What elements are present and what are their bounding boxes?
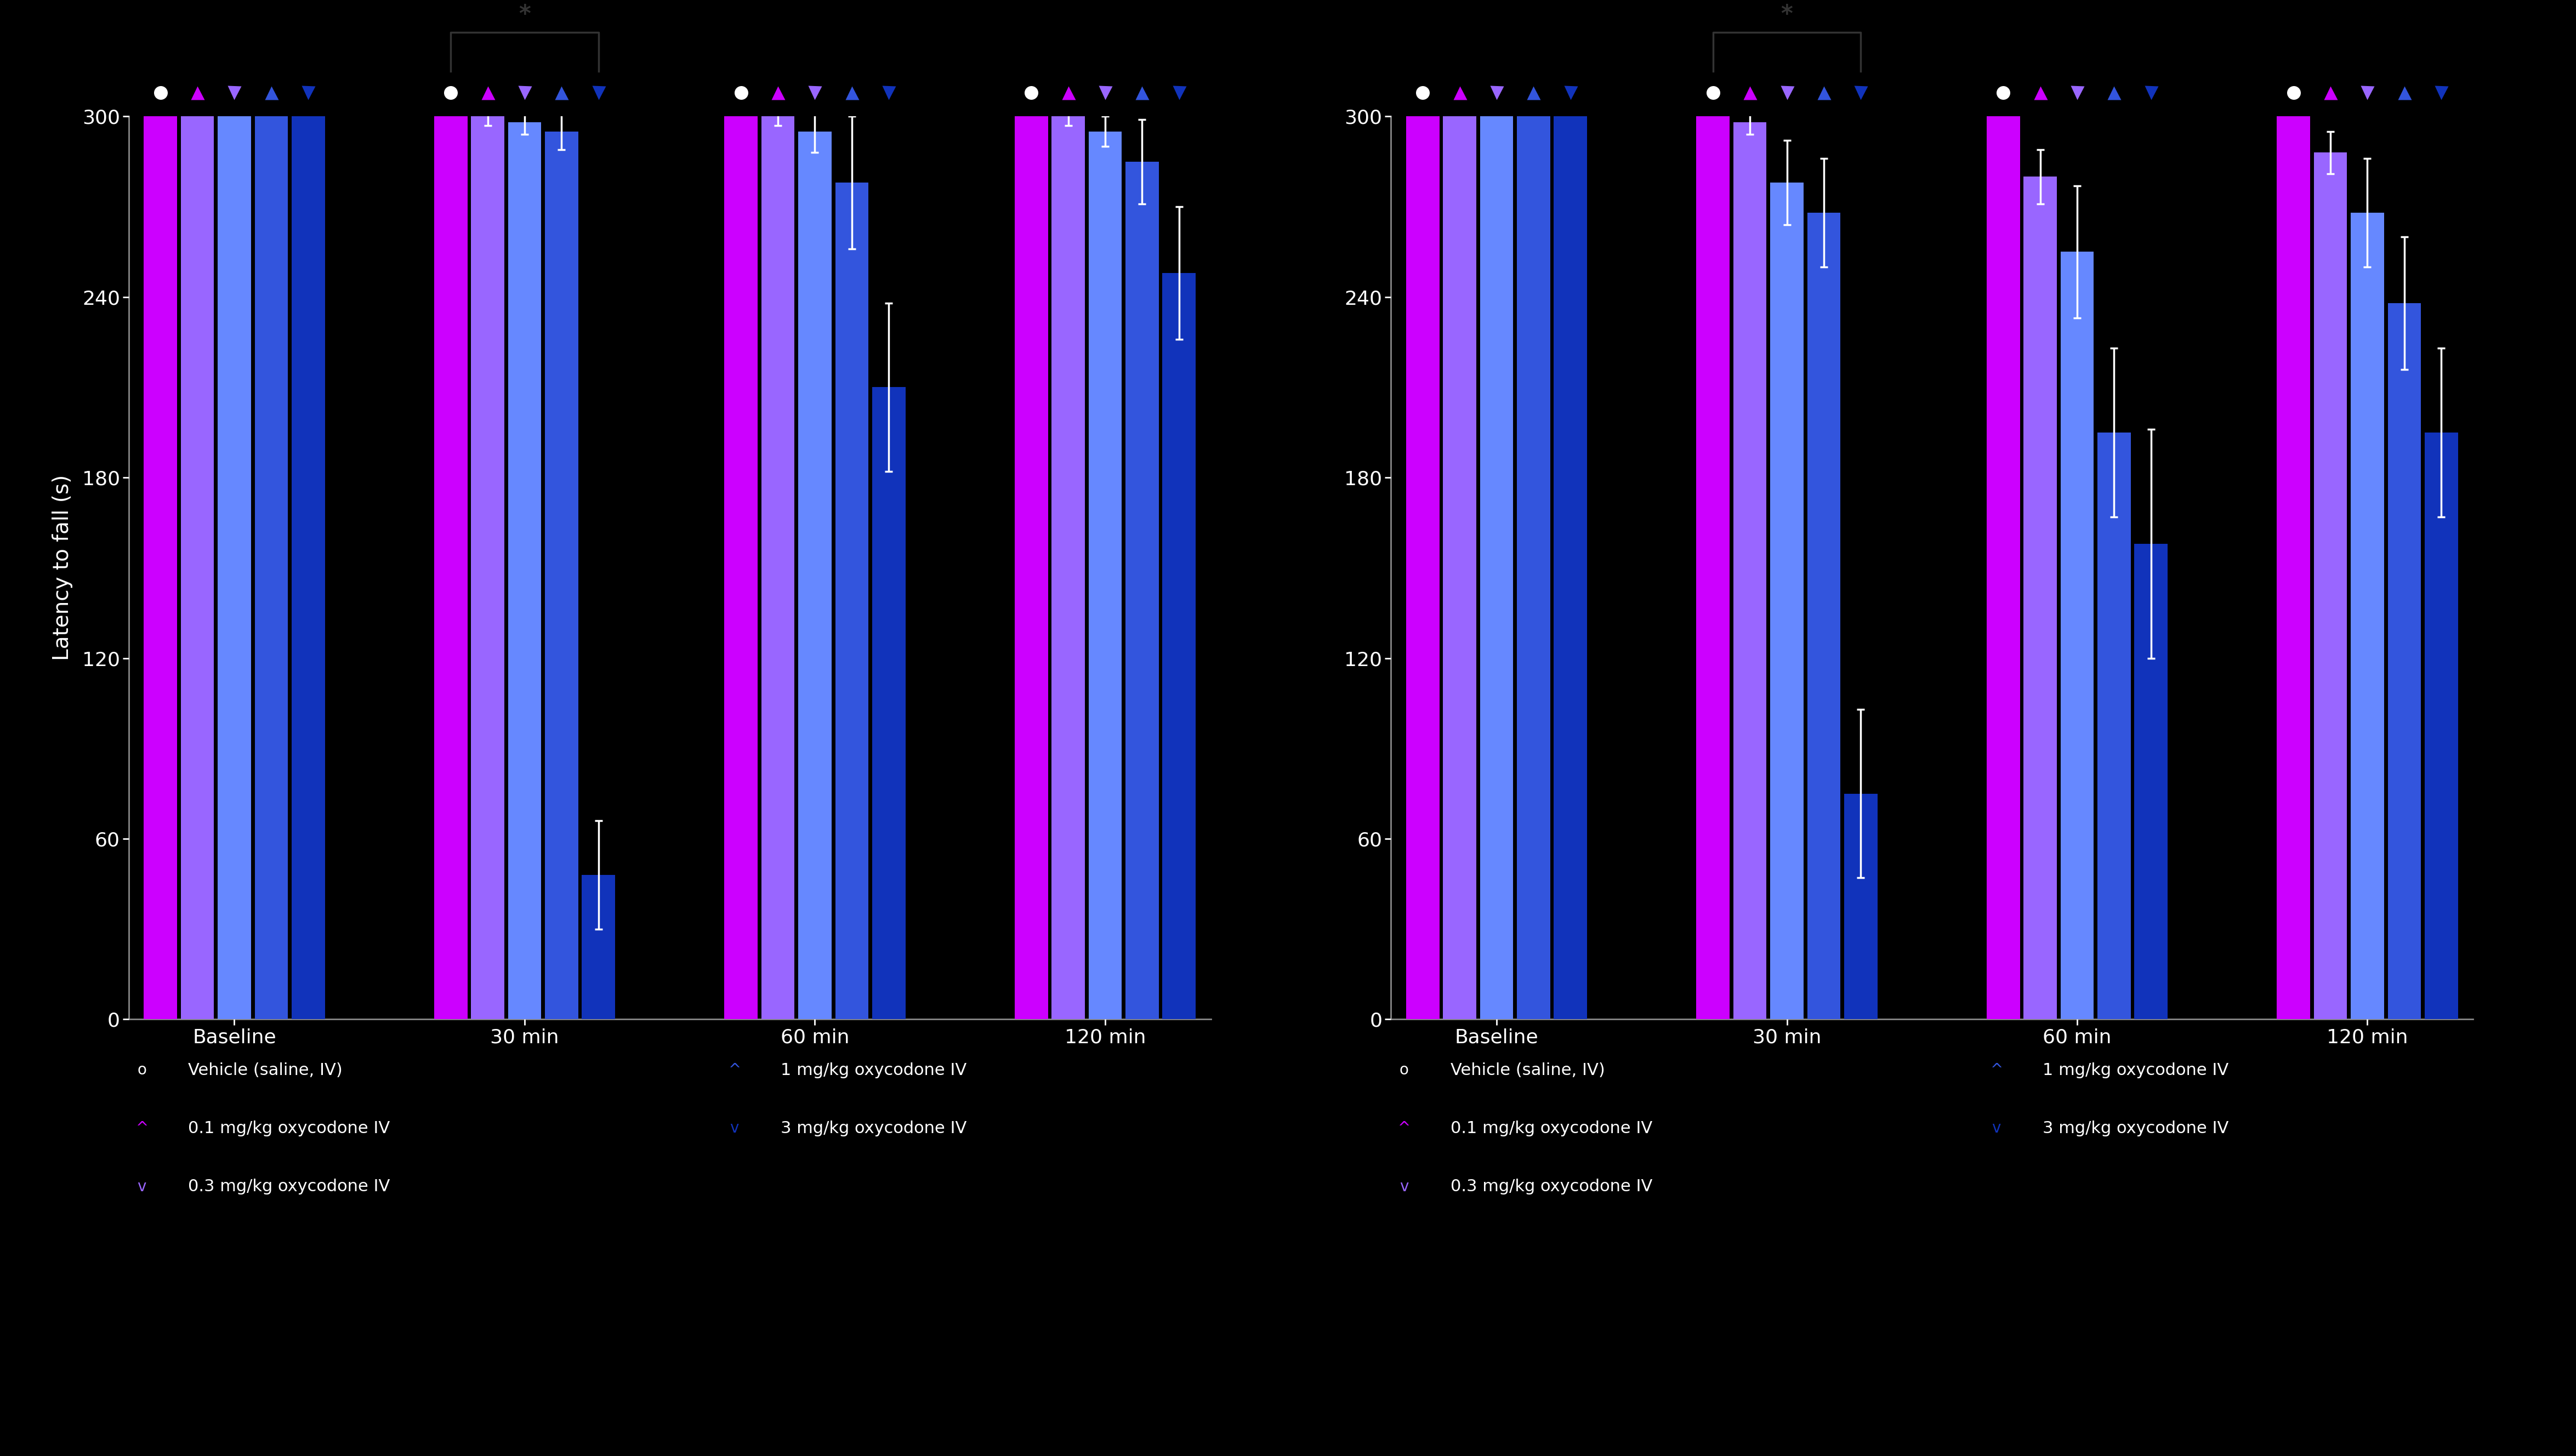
Bar bbox=[2424, 432, 2458, 1019]
Bar bbox=[1051, 116, 1084, 1019]
Bar bbox=[546, 131, 577, 1019]
Bar bbox=[835, 182, 868, 1019]
Bar bbox=[1808, 213, 1839, 1019]
Text: v: v bbox=[137, 1179, 147, 1194]
Text: Vehicle (saline, IV): Vehicle (saline, IV) bbox=[188, 1063, 343, 1077]
Bar bbox=[873, 387, 904, 1019]
Bar bbox=[2313, 153, 2347, 1019]
Bar bbox=[507, 122, 541, 1019]
Text: o: o bbox=[137, 1063, 147, 1077]
Bar bbox=[180, 116, 214, 1019]
Text: *: * bbox=[1780, 3, 1793, 26]
Bar bbox=[1481, 116, 1512, 1019]
Text: 1 mg/kg oxycodone IV: 1 mg/kg oxycodone IV bbox=[781, 1063, 966, 1077]
Y-axis label: Latency to fall (s): Latency to fall (s) bbox=[52, 475, 72, 661]
Bar bbox=[1734, 122, 1767, 1019]
Bar bbox=[1090, 131, 1121, 1019]
Text: 0.1 mg/kg oxycodone IV: 0.1 mg/kg oxycodone IV bbox=[1450, 1121, 1651, 1136]
Text: 1 mg/kg oxycodone IV: 1 mg/kg oxycodone IV bbox=[2043, 1063, 2228, 1077]
Bar bbox=[1015, 116, 1048, 1019]
Bar bbox=[1770, 182, 1803, 1019]
Bar bbox=[762, 116, 793, 1019]
Text: Vehicle (saline, IV): Vehicle (saline, IV) bbox=[1450, 1063, 1605, 1077]
Bar bbox=[435, 116, 466, 1019]
Bar bbox=[2025, 176, 2056, 1019]
Bar bbox=[1126, 162, 1159, 1019]
Text: 0.3 mg/kg oxycodone IV: 0.3 mg/kg oxycodone IV bbox=[1450, 1179, 1651, 1194]
Bar bbox=[1443, 116, 1476, 1019]
Bar bbox=[724, 116, 757, 1019]
Bar bbox=[255, 116, 289, 1019]
Bar bbox=[144, 116, 178, 1019]
Text: 3 mg/kg oxycodone IV: 3 mg/kg oxycodone IV bbox=[2043, 1121, 2228, 1136]
Bar bbox=[1553, 116, 1587, 1019]
Bar bbox=[2136, 543, 2166, 1019]
Bar bbox=[1162, 272, 1195, 1019]
Text: ^: ^ bbox=[137, 1121, 147, 1136]
Bar bbox=[799, 131, 832, 1019]
Text: *: * bbox=[518, 3, 531, 26]
Bar bbox=[1406, 116, 1440, 1019]
Bar bbox=[2277, 116, 2311, 1019]
Bar bbox=[1517, 116, 1551, 1019]
Text: ^: ^ bbox=[729, 1063, 739, 1077]
Bar bbox=[291, 116, 325, 1019]
Text: v: v bbox=[729, 1121, 739, 1136]
Bar bbox=[1698, 116, 1728, 1019]
Bar bbox=[219, 116, 250, 1019]
Bar bbox=[582, 875, 616, 1019]
Bar bbox=[2097, 432, 2130, 1019]
Text: 0.1 mg/kg oxycodone IV: 0.1 mg/kg oxycodone IV bbox=[188, 1121, 389, 1136]
Text: 3 mg/kg oxycodone IV: 3 mg/kg oxycodone IV bbox=[781, 1121, 966, 1136]
Text: ^: ^ bbox=[1399, 1121, 1409, 1136]
Text: o: o bbox=[1399, 1063, 1409, 1077]
Bar bbox=[2388, 303, 2421, 1019]
Bar bbox=[2061, 252, 2094, 1019]
Text: ^: ^ bbox=[1991, 1063, 2002, 1077]
Text: 0.3 mg/kg oxycodone IV: 0.3 mg/kg oxycodone IV bbox=[188, 1179, 389, 1194]
Bar bbox=[1986, 116, 2020, 1019]
Bar bbox=[1844, 794, 1878, 1019]
Text: v: v bbox=[1399, 1179, 1409, 1194]
Text: v: v bbox=[1991, 1121, 2002, 1136]
Bar bbox=[471, 116, 505, 1019]
Bar bbox=[2352, 213, 2383, 1019]
